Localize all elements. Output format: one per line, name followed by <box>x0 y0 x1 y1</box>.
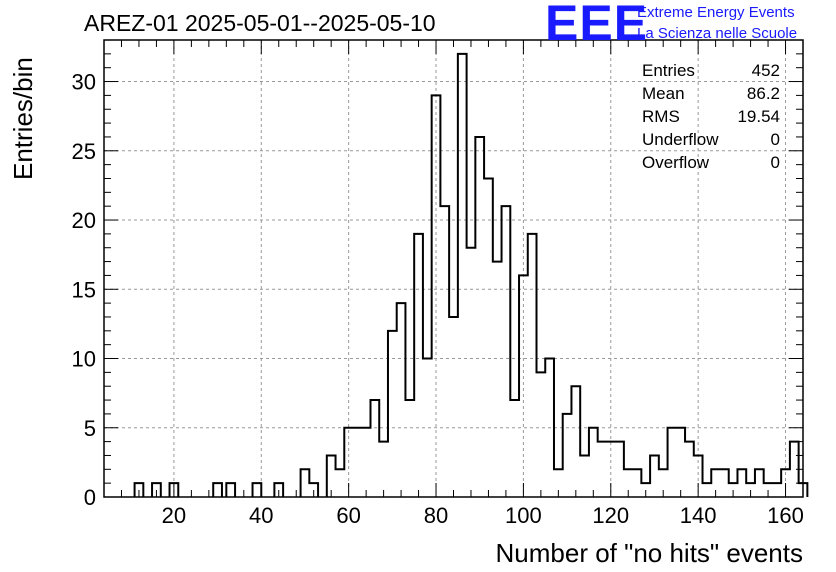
histogram-bin <box>510 400 519 497</box>
histogram-bin <box>563 414 572 497</box>
histogram-bin <box>336 469 345 497</box>
stat-value: 86.2 <box>746 84 780 103</box>
x-tick-label: 60 <box>336 503 360 528</box>
plot-frame <box>103 39 804 498</box>
y-tick-label: 0 <box>84 485 96 510</box>
x-tick-label: 40 <box>249 503 273 528</box>
stat-row-entries: Entries 452 <box>642 59 780 82</box>
histogram-bin <box>571 386 580 497</box>
histogram-bin <box>440 206 449 497</box>
histogram-bin <box>253 483 262 497</box>
stat-label: Overflow <box>642 153 710 172</box>
stat-value: 0 <box>770 153 780 172</box>
logo-line-1: Extreme Energy Events <box>637 4 795 21</box>
histogram-bin <box>528 234 537 497</box>
y-axis-label: Entries/bin <box>8 57 38 180</box>
histogram-bin <box>213 483 222 497</box>
histogram-bin <box>467 248 476 497</box>
stat-value: 452 <box>751 61 780 80</box>
histogram-bin <box>685 442 694 497</box>
histogram-bin <box>755 469 764 497</box>
eee-logo: EEE <box>545 0 649 51</box>
stat-label: Entries <box>642 61 695 80</box>
x-tick-label: 80 <box>424 503 448 528</box>
x-tick-label: 140 <box>680 503 717 528</box>
histogram-bin <box>668 428 677 497</box>
stat-value: 0 <box>770 130 780 149</box>
histogram-bin <box>519 275 528 497</box>
grid <box>104 40 803 497</box>
histogram-bin <box>226 483 235 497</box>
histogram-bin <box>676 428 685 497</box>
stat-label: Mean <box>642 84 685 103</box>
histogram-bin <box>772 483 781 497</box>
histogram-bin <box>493 262 502 497</box>
logo-line-2: La Scienza nelle Scuole <box>637 25 798 42</box>
histogram-bin <box>720 469 729 497</box>
x-tick-label: 20 <box>162 503 186 528</box>
stat-label: Underflow <box>642 130 719 149</box>
histogram-bin <box>405 400 414 497</box>
histogram-bin <box>353 428 362 497</box>
stat-row-overflow: Overflow 0 <box>642 151 780 174</box>
histogram-bin <box>414 234 423 497</box>
tick-labels: 0 5 10 15 20 25 30 20 40 60 80 100 120 140 160 <box>72 70 804 528</box>
x-axis-label: Number of "no hits" events <box>495 538 804 568</box>
y-tick-label: 20 <box>72 208 96 233</box>
histogram-outline <box>133 52 809 497</box>
histogram-bin <box>449 317 458 497</box>
stat-value: 19.54 <box>737 107 780 126</box>
histogram-bin <box>379 442 388 497</box>
histogram-bin <box>580 455 589 497</box>
histogram-bin <box>537 372 546 497</box>
histogram-bin <box>589 428 598 497</box>
stat-label: RMS <box>642 107 680 126</box>
histogram-bin <box>703 483 712 497</box>
histogram-bin <box>370 400 379 497</box>
chart-title: AREZ-01 2025-05-01--2025-05-10 <box>84 10 436 36</box>
histogram-bin <box>301 469 310 497</box>
stat-row-underflow: Underflow 0 <box>642 128 780 151</box>
histogram-bin <box>737 469 746 497</box>
y-tick-label: 5 <box>84 416 96 441</box>
histogram-bin <box>475 137 484 497</box>
stat-row-mean: Mean 86.2 <box>642 82 780 105</box>
x-tick-label: 120 <box>592 503 629 528</box>
y-tick-label: 15 <box>72 277 96 302</box>
x-tick-label: 100 <box>505 503 542 528</box>
histogram-bin <box>484 178 493 497</box>
y-tick-label: 25 <box>72 139 96 164</box>
y-tick-label: 30 <box>72 70 96 95</box>
histogram-bin <box>650 455 659 497</box>
x-tick-label: 160 <box>767 503 804 528</box>
histogram-bin <box>502 206 511 497</box>
stat-row-rms: RMS 19.54 <box>642 105 780 128</box>
stats-box: Entries 452 Mean 86.2 RMS 19.54 Underflo… <box>642 59 780 174</box>
histogram-bin <box>615 442 624 497</box>
histogram-bin <box>388 331 397 497</box>
histogram-bin <box>397 303 406 497</box>
histogram-bin <box>633 469 642 497</box>
histogram-bin <box>362 428 371 497</box>
histogram-bin <box>598 442 607 497</box>
y-tick-label: 10 <box>72 347 96 372</box>
histogram-bin <box>458 54 467 497</box>
